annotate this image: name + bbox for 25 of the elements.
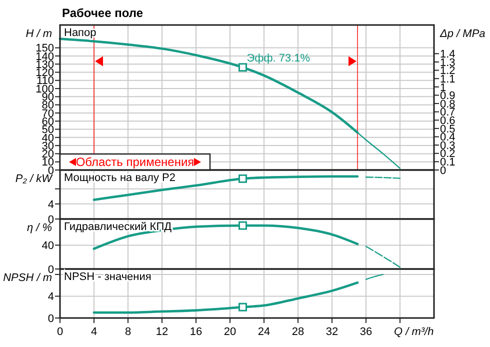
x-tick-label: 12 bbox=[156, 326, 168, 338]
y-tick-label: 0 bbox=[48, 312, 54, 325]
y2-axis-title: Δp / MPa bbox=[439, 28, 486, 40]
x-axis-title: Q / m³/h bbox=[394, 326, 434, 338]
chart-title: Рабочее поле bbox=[62, 6, 144, 20]
y-axis-title: H / m bbox=[26, 28, 52, 40]
x-tick-label: 32 bbox=[326, 326, 338, 338]
x-tick-label: 36 bbox=[360, 326, 372, 338]
x-tick-label: 24 bbox=[258, 326, 270, 338]
y-axis-title: P₂ / kW bbox=[15, 173, 54, 185]
annotation: Мощность на валу P2 bbox=[64, 172, 176, 184]
x-tick-label: 4 bbox=[90, 326, 98, 338]
x-tick-label: 16 bbox=[190, 326, 202, 338]
y2-tick-label: 0 bbox=[440, 164, 446, 177]
annotation: Эфф. 73.1% bbox=[246, 52, 310, 64]
y-axis-title: η / % bbox=[26, 222, 52, 234]
y-tick-label: 4 bbox=[48, 291, 54, 304]
x-tick-label: 0 bbox=[56, 326, 64, 338]
y-tick-label: 4 bbox=[48, 198, 54, 211]
x-tick-label: 28 bbox=[292, 326, 304, 338]
y-tick-label: 40 bbox=[42, 240, 54, 252]
x-tick-label: 20 bbox=[224, 326, 236, 338]
annotation: Область применения bbox=[76, 155, 194, 169]
x-tick-label: 8 bbox=[124, 326, 132, 338]
annotation: NPSH - значения bbox=[64, 271, 152, 283]
